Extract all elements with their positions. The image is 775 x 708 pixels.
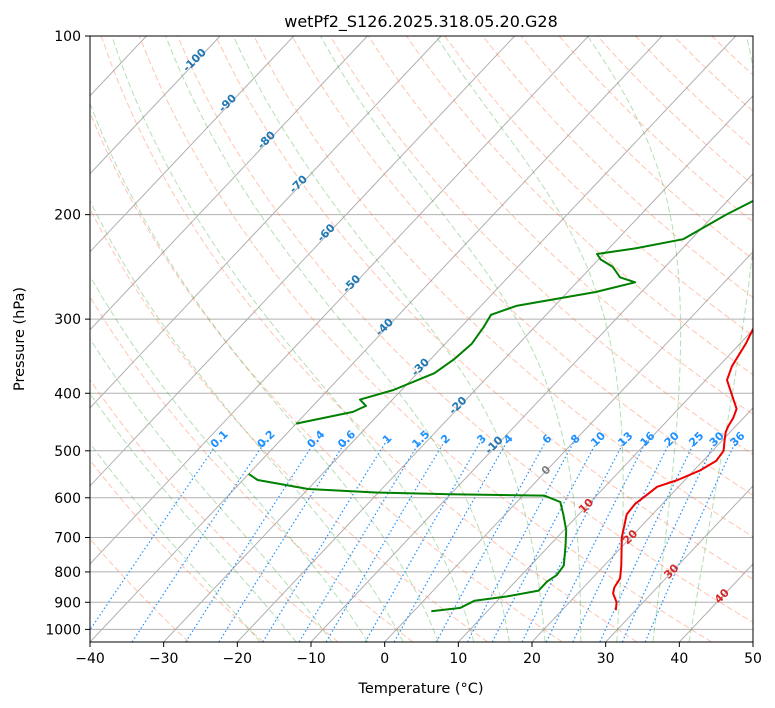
dry-adiabat-line <box>177 36 753 623</box>
x-tick-label: 40 <box>670 651 688 667</box>
dry-adiabat-line <box>215 36 753 580</box>
dry-adiabat-line <box>138 36 712 642</box>
moist-adiabat-line <box>90 275 369 642</box>
x-axis-ticks: −40 −30 −20 −10 0 10 20 30 40 50 <box>75 642 762 667</box>
isotherm-lines <box>90 36 753 642</box>
isotherm-line <box>90 36 368 331</box>
dry-adiabat-line <box>90 295 414 642</box>
plot-frame <box>89 35 754 643</box>
isotherm-line <box>236 95 753 642</box>
mixing-ratio-line <box>393 440 509 642</box>
dry-adiabat-line <box>90 459 264 642</box>
dry-adiabat-line <box>367 36 753 415</box>
moist-adiabat-line <box>688 36 753 642</box>
sounding-profiles <box>248 199 753 613</box>
mixing-ratio-line <box>545 440 648 642</box>
dry-adiabat-line <box>90 111 563 642</box>
mixing-ratio-line <box>364 439 482 642</box>
isotherm-line <box>90 36 295 253</box>
y-tick-label: 900 <box>54 595 81 611</box>
mixing-ratio-line <box>131 439 267 642</box>
x-tick-label: −10 <box>296 651 326 667</box>
dewpoint-profile <box>248 473 568 613</box>
y-axis-label: Pressure (hPa) <box>12 287 28 391</box>
temperature-profile <box>612 326 753 611</box>
x-tick-label: 30 <box>597 651 615 667</box>
y-tick-label: 400 <box>54 386 81 402</box>
mixing-ratio-line <box>572 440 672 642</box>
dry-adiabat-line <box>482 36 753 298</box>
x-tick-label: −20 <box>223 651 253 667</box>
y-tick-label: 200 <box>54 208 81 224</box>
x-tick-label: 50 <box>744 651 762 667</box>
moist-adiabat-line <box>165 36 510 642</box>
moist-adiabat-line <box>587 36 682 642</box>
dewpoint-profile-upper <box>295 199 753 425</box>
mixing-ratio-line <box>90 439 220 631</box>
moist-adiabat-line <box>90 102 439 642</box>
moist-adiabat-line <box>90 338 333 642</box>
isotherm-line <box>90 36 221 175</box>
chart-title: wetPf2_S126.2025.318.05.20.G28 <box>284 12 558 32</box>
dry-adiabat-line <box>253 36 753 538</box>
y-tick-label: 1000 <box>45 622 81 638</box>
isotherm-line <box>163 36 737 642</box>
y-tick-label: 100 <box>54 29 81 45</box>
y-tick-label: 500 <box>54 444 81 460</box>
x-tick-label: 10 <box>449 651 467 667</box>
y-tick-label: 600 <box>54 491 81 507</box>
mixing-ratio-line <box>262 439 388 642</box>
moist-adiabat-line <box>90 442 261 642</box>
mixing-ratio-line <box>218 439 348 642</box>
mixing-ratio-line <box>621 440 717 642</box>
isotherm-line <box>384 251 753 642</box>
dry-adiabat-line <box>100 36 638 642</box>
moist-adiabat-line <box>111 36 475 642</box>
isotherm-line <box>90 36 442 409</box>
x-tick-label: 20 <box>523 651 541 667</box>
moist-adiabat-line <box>320 36 582 642</box>
x-tick-label: −40 <box>75 651 105 667</box>
isotherm-line <box>531 407 753 642</box>
isotherm-line <box>457 329 753 642</box>
moist-adiabat-line <box>232 36 546 642</box>
isotherm-line <box>90 36 589 565</box>
mixing-ratio-lines <box>90 439 737 642</box>
dry-adiabat-line <box>291 36 753 496</box>
x-axis-label: Temperature (°C) <box>357 681 483 697</box>
plot-area: -100-90-80-70-60-50-40-30-20-10010203040… <box>90 36 753 642</box>
isotherm-line <box>90 36 663 642</box>
y-tick-label: 700 <box>54 531 81 547</box>
mixing-ratio-line <box>325 439 446 642</box>
mixing-ratio-line <box>435 440 547 642</box>
y-axis-ticks: 100 200 300 400 500 600 700 800 900 1000 <box>45 29 90 638</box>
y-tick-label: 800 <box>54 565 81 581</box>
y-tick-label: 300 <box>54 312 81 328</box>
mixing-ratio-line <box>298 439 422 642</box>
isotherm-line <box>90 36 516 487</box>
x-tick-label: 0 <box>380 651 389 667</box>
mixing-ratio-line <box>644 440 737 642</box>
mixing-ratio-line <box>466 440 576 642</box>
isotherm-line <box>310 173 753 642</box>
isotherm-line <box>605 485 753 642</box>
mixing-ratio-line <box>185 439 317 642</box>
x-tick-label: −30 <box>149 651 179 667</box>
moist-adiabat-line <box>90 392 297 642</box>
